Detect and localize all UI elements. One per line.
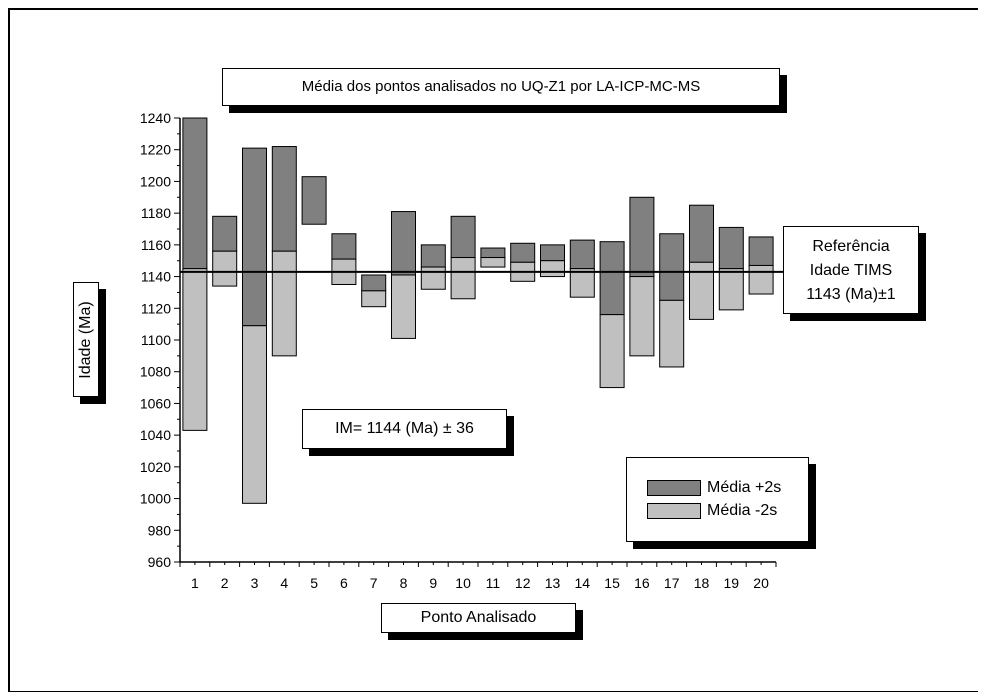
y-tick-label-1020: 1020: [140, 459, 171, 475]
bar-lower-16: [629, 276, 655, 357]
x-tick-label-11: 11: [486, 575, 501, 591]
legend-label-minus: Média -2s: [707, 502, 778, 519]
x-tick-label-12: 12: [515, 575, 531, 591]
x-tick-label-7: 7: [370, 575, 378, 591]
reference-line-1: Referência: [812, 238, 890, 255]
x-tick-label-14: 14: [575, 575, 591, 591]
bar-lower-14: [569, 268, 595, 298]
legend: Média +2s Média -2s: [626, 457, 809, 542]
y-tick-label-1240: 1240: [140, 110, 171, 126]
figure-frame: [8, 8, 978, 692]
y-tick-label-1180: 1180: [141, 205, 171, 221]
bar-lower-9: [420, 266, 446, 290]
bar-upper-11: [480, 247, 506, 259]
y-axis-label-box: Idade (Ma): [73, 282, 99, 397]
x-tick-label-20: 20: [753, 575, 769, 591]
x-tick-label-8: 8: [400, 575, 408, 591]
y-tick-label-960: 960: [148, 554, 172, 570]
bar-lower-10: [450, 257, 476, 300]
bar-upper-16: [629, 196, 655, 278]
bar-lower-20: [748, 264, 774, 295]
bar-upper-3: [242, 147, 267, 327]
bar-upper-6: [331, 233, 357, 260]
bar-lower-7: [361, 290, 387, 308]
bar-lower-15: [599, 314, 625, 389]
bar-upper-8: [391, 211, 416, 276]
x-tick-label-16: 16: [634, 575, 650, 591]
bar-upper-20: [748, 236, 774, 266]
bar-lower-19: [718, 268, 744, 311]
bar-upper-10: [450, 215, 476, 259]
bar-upper-18: [689, 204, 714, 263]
legend-swatch-minus: [647, 502, 701, 519]
x-tick-label-3: 3: [251, 575, 259, 591]
x-tick-label-1: 1: [191, 575, 199, 591]
bar-lower-3: [242, 325, 267, 504]
y-tick-label-1060: 1060: [140, 395, 171, 411]
reference-line-3: 1143 (Ma)±1: [806, 286, 896, 303]
bar-lower-4: [271, 250, 297, 357]
bar-upper-19: [718, 226, 744, 270]
legend-item-minus: Média -2s: [647, 502, 777, 520]
x-tick-label-10: 10: [455, 575, 471, 591]
y-tick-label-1200: 1200: [140, 173, 171, 189]
y-tick-label-1040: 1040: [140, 427, 171, 443]
legend-label-plus: Média +2s: [707, 479, 782, 496]
im-annotation: IM= 1144 (Ma) ± 36: [302, 409, 507, 449]
bar-lower-8: [391, 274, 416, 339]
y-tick-label-1140: 1140: [141, 269, 171, 285]
bar-upper-13: [540, 244, 565, 262]
legend-item-plus: Média +2s: [647, 479, 781, 497]
chart-title: Média dos pontos analisados no UQ-Z1 por…: [222, 68, 780, 106]
bar-lower-1: [182, 268, 208, 431]
x-tick-label-9: 9: [429, 575, 437, 591]
y-tick-label-1220: 1220: [140, 142, 171, 158]
bar-upper-5: [301, 176, 327, 225]
bar-upper-7: [361, 274, 387, 292]
y-tick-label-980: 980: [148, 522, 172, 538]
bar-lower-11: [480, 257, 506, 268]
bar-lower-13: [540, 260, 565, 278]
x-tick-label-18: 18: [694, 575, 710, 591]
bar-upper-2: [212, 215, 238, 252]
bar-upper-9: [420, 244, 446, 268]
x-tick-label-17: 17: [664, 575, 680, 591]
y-tick-label-1160: 1160: [141, 237, 171, 253]
legend-swatch-plus: [647, 479, 701, 496]
bar-upper-12: [510, 242, 536, 263]
x-tick-label-19: 19: [724, 575, 740, 591]
x-axis-label: Ponto Analisado: [381, 603, 576, 633]
bar-upper-14: [569, 239, 595, 270]
bar-upper-17: [659, 233, 685, 301]
bar-upper-15: [599, 241, 625, 316]
y-tick-label-1000: 1000: [140, 491, 171, 507]
bar-upper-1: [182, 117, 208, 270]
x-tick-label-15: 15: [604, 575, 620, 591]
bar-lower-2: [212, 250, 238, 287]
x-tick-label-5: 5: [310, 575, 318, 591]
bar-upper-4: [271, 146, 297, 252]
y-tick-label-1120: 1120: [141, 300, 171, 316]
reference-line-2: Idade TIMS: [809, 262, 893, 279]
y-tick-label-1080: 1080: [140, 364, 171, 380]
x-tick-label-2: 2: [221, 575, 229, 591]
reference-annotation: Referência Idade TIMS 1143 (Ma)±1: [783, 226, 919, 314]
bar-lower-17: [659, 299, 685, 368]
x-tick-label-4: 4: [280, 575, 288, 591]
y-tick-label-1100: 1100: [141, 332, 171, 348]
y-axis-label: Idade (Ma): [77, 300, 94, 379]
x-tick-label-6: 6: [340, 575, 348, 591]
x-tick-label-13: 13: [545, 575, 561, 591]
